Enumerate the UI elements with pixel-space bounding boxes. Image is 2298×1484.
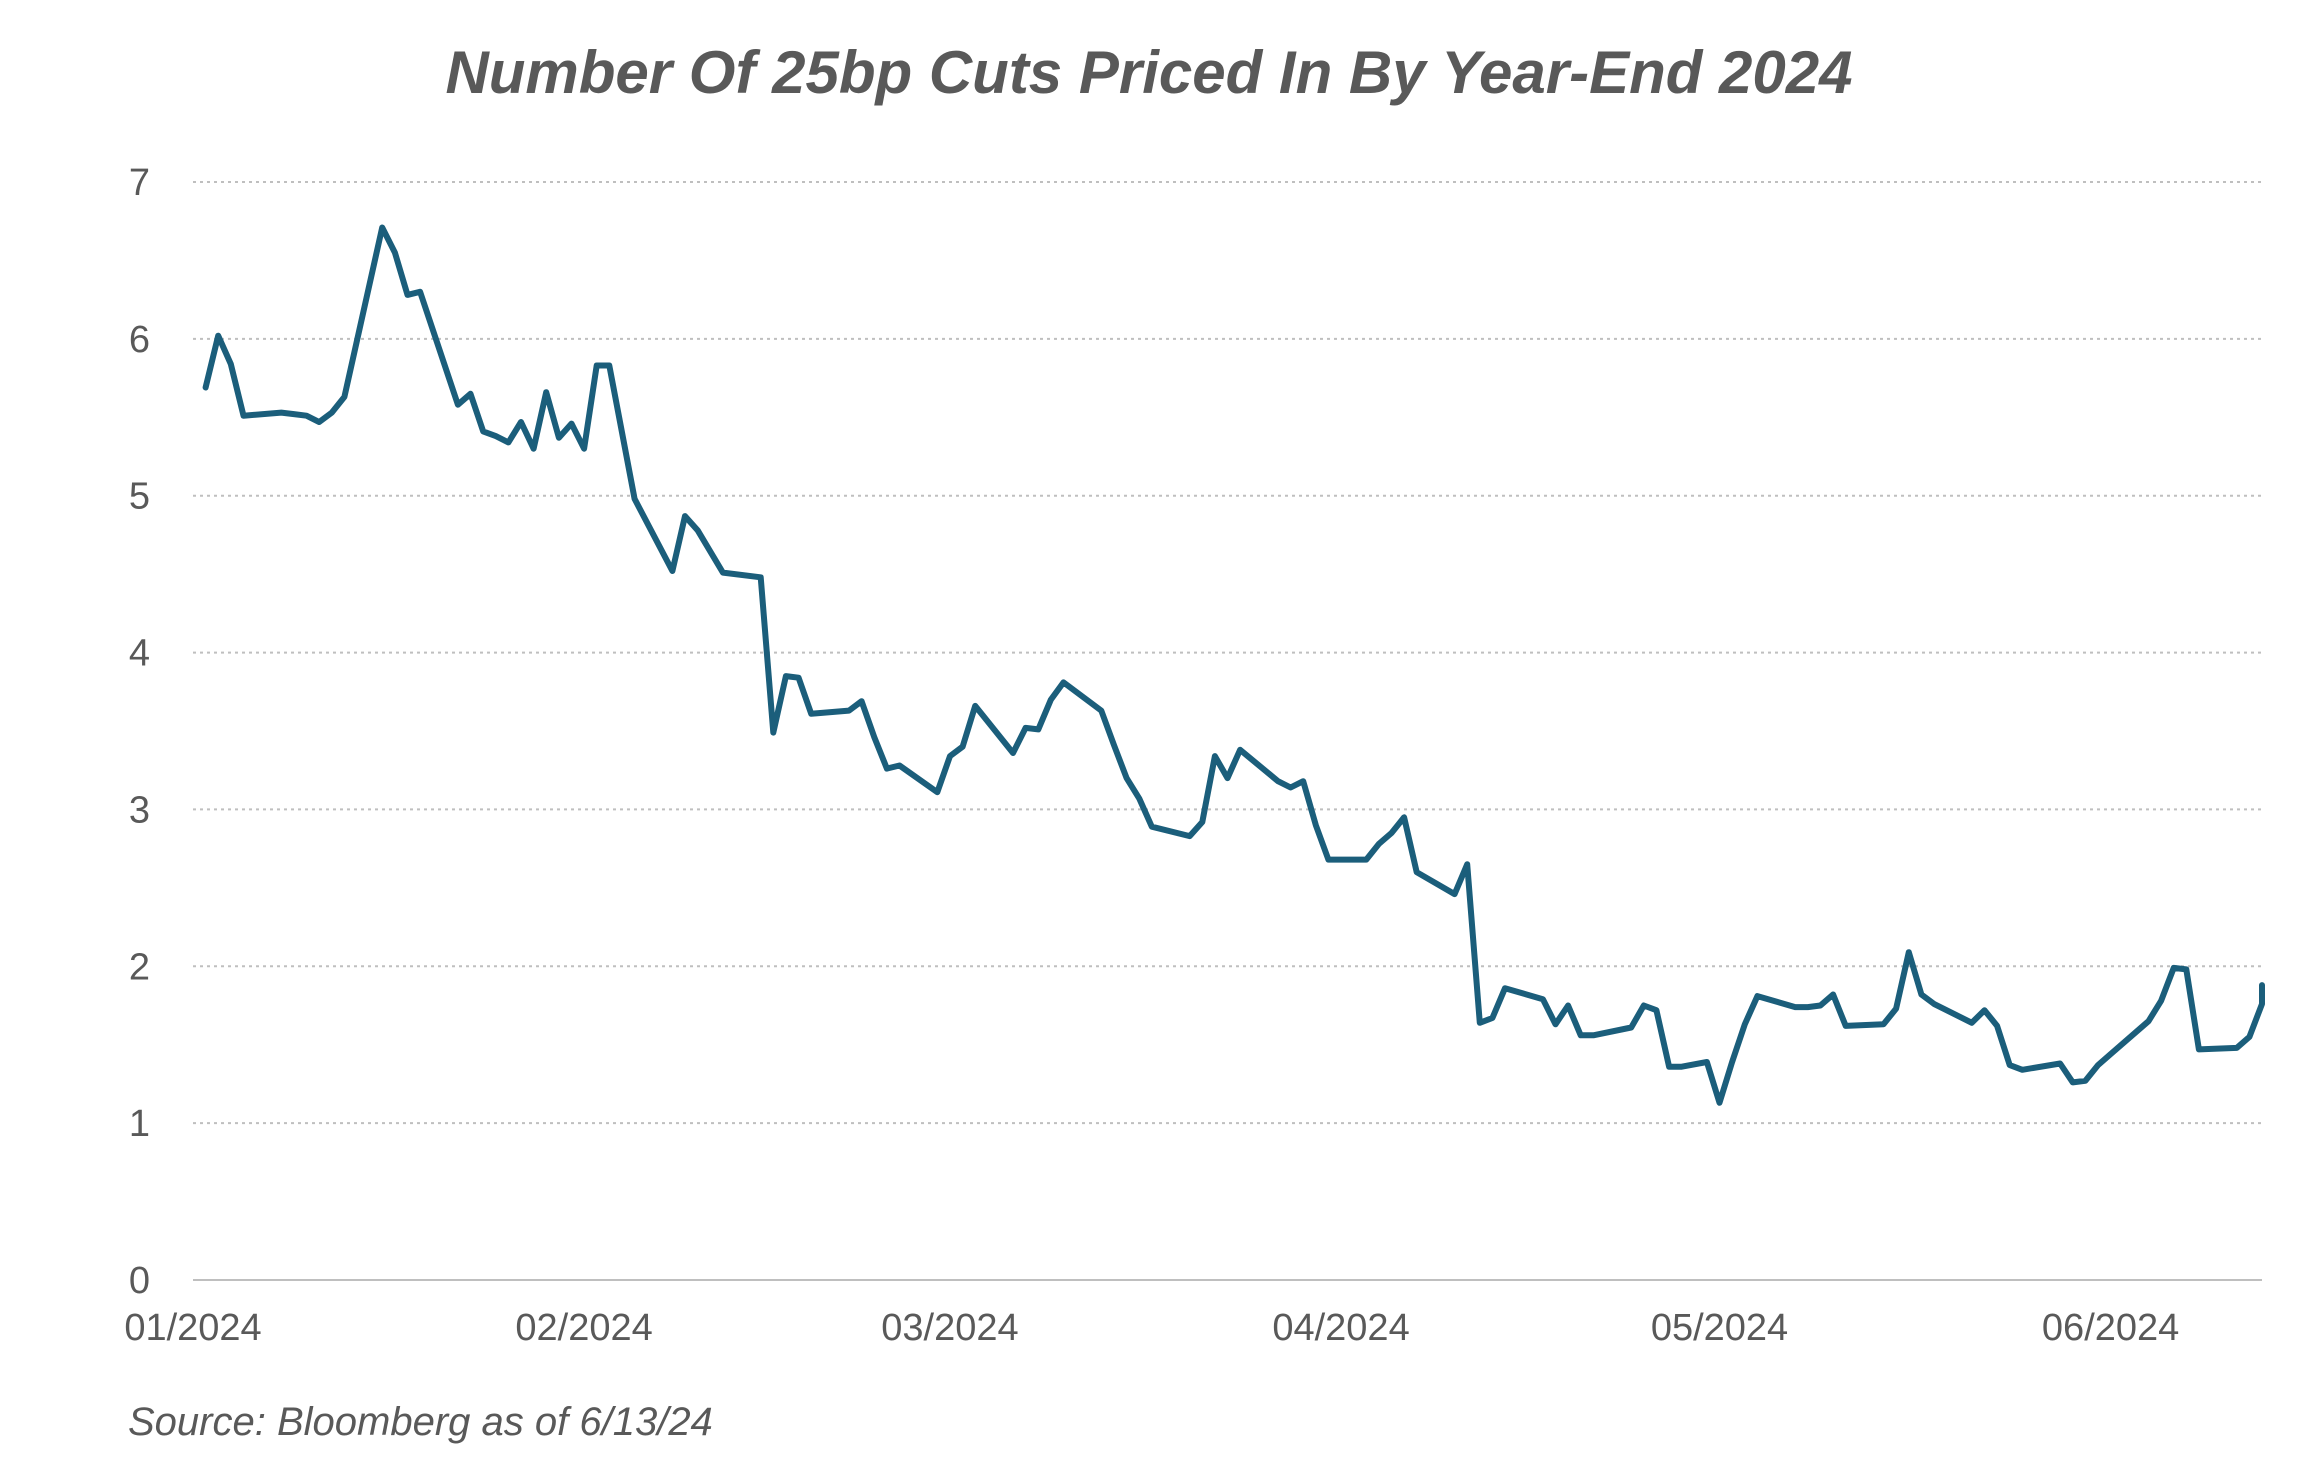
- y-tick-label: 5: [129, 476, 150, 518]
- x-tick-label: 04/2024: [1272, 1307, 1409, 1349]
- chart-title: Number Of 25bp Cuts Priced In By Year-En…: [445, 39, 1853, 106]
- y-tick-label: 2: [129, 946, 150, 988]
- x-tick-label: 06/2024: [2042, 1307, 2179, 1349]
- y-tick-label: 1: [129, 1103, 150, 1145]
- y-tick-label: 4: [129, 633, 150, 675]
- x-tick-label: 03/2024: [881, 1307, 1018, 1349]
- y-tick-label: 3: [129, 789, 150, 831]
- x-tick-label: 02/2024: [515, 1307, 652, 1349]
- source-note: Source: Bloomberg as of 6/13/24: [128, 1400, 713, 1444]
- y-tick-label: 6: [129, 319, 150, 361]
- y-tick-label: 7: [129, 162, 150, 204]
- series-line: [202, 224, 2265, 1106]
- x-axis-ticks: 01/2024 02/2024 03/2024 04/2024 05/2024 06/20…: [124, 1307, 2179, 1349]
- y-axis-ticks: 0 1 2 3 4 5 6 7: [129, 162, 150, 1302]
- gridlines: [193, 181, 2262, 1125]
- x-tick-label: 01/2024: [124, 1307, 261, 1349]
- x-tick-label: 05/2024: [1651, 1307, 1788, 1349]
- y-tick-label: 0: [129, 1260, 150, 1302]
